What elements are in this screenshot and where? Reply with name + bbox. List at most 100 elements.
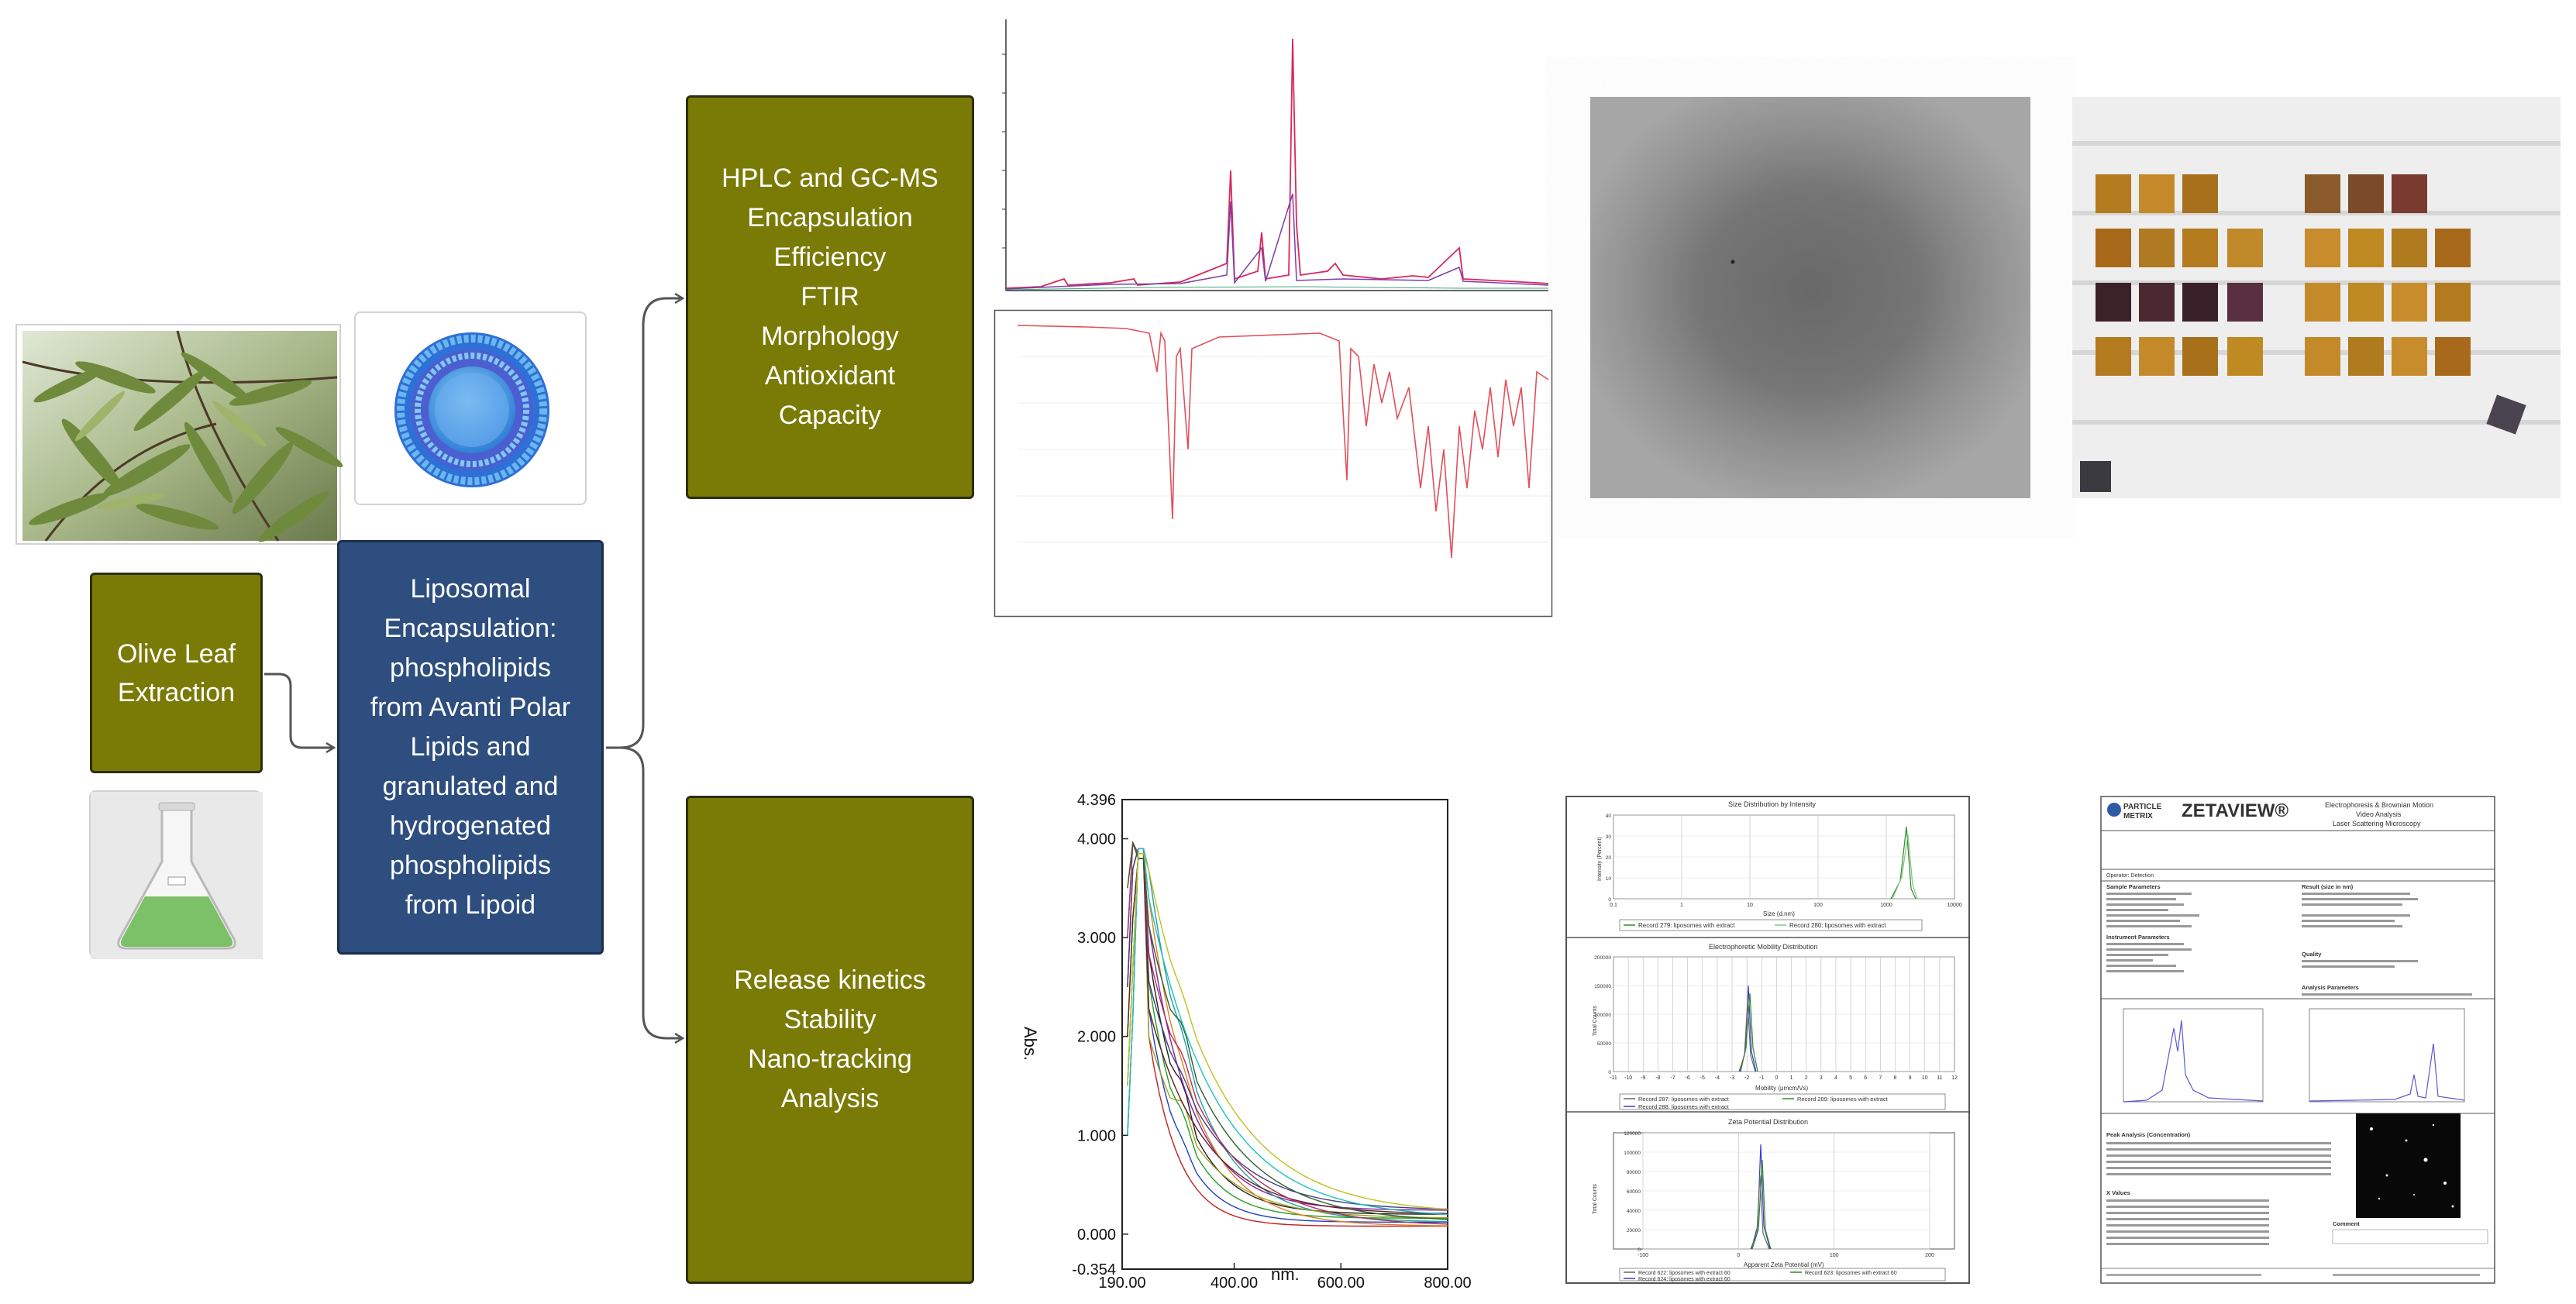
olive-leaf-photo: [15, 324, 343, 545]
uv-y-tick-2: 3.000: [1077, 930, 1116, 947]
size-x-tick-2: 10: [1747, 903, 1753, 908]
mobility-legend-1: Record 287: liposomes with extract: [1638, 1096, 1730, 1103]
extraction-text: Olive Leaf Extraction: [116, 638, 236, 707]
size-y-tick-2: 20: [1606, 855, 1612, 861]
size-x-tick-0: 0.1: [1610, 903, 1617, 908]
zeta-legend-2: Record 624: liposomes with extract 60: [1638, 1277, 1731, 1282]
mobility-x-tick-6: -5: [1700, 1075, 1705, 1081]
zeta-y-tick-6: 0: [1638, 1247, 1641, 1253]
mobility-x-tick-16: 5: [1849, 1075, 1852, 1081]
mobility-y-tick-0: 200000: [1594, 955, 1611, 961]
subtitle-3: Laser Scattering Microscopy: [2333, 820, 2421, 827]
release-text: Release kinetics Stability Nano-tracking…: [734, 965, 926, 1113]
uv-y-tick-0: 4.396: [1077, 792, 1116, 809]
mobility-x-tick-11: 0: [1775, 1075, 1778, 1081]
size-legend-2: Record 280: liposomes with extract: [1789, 922, 1886, 929]
particle-metrix-logo-icon: [2107, 803, 2121, 817]
zeta-x-tick-1: 0: [1737, 1253, 1740, 1258]
mobility-y-label: Total Counts: [1593, 1006, 1598, 1036]
size-y-tick-3: 10: [1606, 876, 1612, 882]
flask-photo: [89, 790, 263, 959]
zeta-legend-1: Record 622: liposomes with extract 60: [1638, 1271, 1731, 1276]
mobility-x-tick-15: 4: [1834, 1075, 1837, 1081]
zeta-x-tick-2: 100: [1830, 1253, 1839, 1258]
size-x-label: Size (d.nm): [1763, 910, 1795, 917]
size-y-label: Intensity (Percent): [1597, 837, 1603, 881]
uv-x-tick-3: 800.00: [1424, 1275, 1471, 1292]
zetaview-report: PARTICLE METRIX ZETAVIEW® Electrophoresi…: [2100, 796, 2495, 1284]
zeta-y-tick-3: 60000: [1627, 1189, 1641, 1195]
mobility-y-tick-4: 0: [1608, 1070, 1611, 1075]
mobility-x-tick-4: -7: [1670, 1075, 1675, 1081]
extraction-box: Olive Leaf Extraction: [90, 573, 263, 773]
mobility-x-tick-12: 1: [1790, 1075, 1793, 1081]
uv-y-tick-labels: 4.396 4.000 3.000 2.000 1.000 0.000 -0.354: [1072, 792, 1128, 1278]
uv-x-axis-label: nm.: [1271, 1264, 1300, 1284]
mobility-y-tick-2: 100000: [1594, 1013, 1611, 1018]
zeta-y-label: Total Counts: [1593, 1184, 1598, 1214]
mobility-x-tick-10: -1: [1759, 1075, 1764, 1081]
uv-y-tick-5: 0.000: [1077, 1227, 1116, 1244]
size-x-tick-4: 1000: [1880, 903, 1892, 908]
sample-params-heading: Sample Parameters: [2106, 883, 2161, 890]
zeta-x-tick-0: -100: [1638, 1253, 1648, 1258]
characterization-box: HPLC and GC-MS Encapsulation Efficiency …: [686, 95, 974, 499]
subtitle-1: Electrophoresis & Brownian Motion: [2325, 801, 2433, 809]
uv-x-tick-2: 600.00: [1317, 1275, 1365, 1292]
mobility-x-tick-0: -11: [1610, 1075, 1617, 1081]
brand-top: PARTICLE: [2123, 803, 2162, 811]
size-x-tick-5: 10000: [1947, 903, 1962, 908]
mobility-x-tick-7: -4: [1715, 1075, 1720, 1081]
mobility-legend-2: Record 288: liposomes with extract: [1638, 1103, 1730, 1110]
size-y-tick-4: 0: [1608, 897, 1611, 903]
zeta-chart-title: Zeta Potential Distribution: [1728, 1118, 1808, 1126]
mobility-x-tick-14: 3: [1820, 1075, 1823, 1081]
uv-y-tick-1: 4.000: [1077, 831, 1116, 848]
x-values-heading: X Values: [2106, 1189, 2130, 1196]
zeta-y-tick-5: 20000: [1627, 1228, 1641, 1233]
mobility-x-tick-3: -8: [1655, 1075, 1660, 1081]
instrument-params-heading: Instrument Parameters: [2106, 934, 2170, 941]
uv-spectra-curves: [1127, 840, 1448, 1227]
uv-y-tick-6: -0.354: [1072, 1261, 1116, 1278]
uv-y-axis-label: Abs.: [1021, 1027, 1040, 1061]
hplc-chromatogram: [1002, 19, 1549, 291]
mobility-x-tick-13: 2: [1805, 1075, 1808, 1081]
peak-analysis-heading: Peak Analysis (Concentration): [2106, 1131, 2191, 1138]
uv-x-tick-labels: 190.00 400.00 600.00 800.00: [1098, 1263, 1472, 1292]
zeta-x-tick-3: 200: [1925, 1253, 1934, 1258]
size-legend-1: Record 279: liposomes with extract: [1638, 922, 1735, 929]
zeta-y-tick-4: 40000: [1627, 1209, 1641, 1214]
analysis-params-heading: Analysis Parameters: [2302, 984, 2359, 991]
nta-particle-image: [2356, 1113, 2461, 1218]
mobility-x-tick-21: 10: [1922, 1075, 1928, 1081]
zeta-y-tick-0: 120000: [1624, 1131, 1641, 1137]
zeta-legend-3: Record 623: liposomes with extract 60: [1805, 1271, 1897, 1276]
quality-heading: Quality: [2302, 951, 2322, 958]
mobility-x-tick-19: 8: [1894, 1075, 1897, 1081]
result-size-heading: Result (size in nm): [2302, 883, 2354, 890]
liposome-illustration: [354, 311, 587, 505]
mobility-x-tick-1: -10: [1624, 1075, 1632, 1081]
tem-image: [1590, 97, 2030, 498]
dls-zetasizer-report: Size Distribution by Intensity 0.1 1 10 100…: [1565, 796, 1970, 1284]
uv-y-tick-4: 1.000: [1077, 1127, 1116, 1144]
operator-line: Operator: Detection: [2106, 873, 2154, 879]
mobility-x-tick-17: 6: [1864, 1075, 1867, 1081]
ftir-spectrum: [994, 309, 1553, 618]
uv-y-tick-3: 2.000: [1077, 1029, 1116, 1046]
mobility-y-tick-3: 50000: [1597, 1041, 1611, 1047]
comment-heading: Comment: [2333, 1220, 2360, 1227]
mobility-legend-3: Record 289: liposomes with extract: [1797, 1096, 1889, 1103]
product-name: ZETAVIEW®: [2182, 800, 2288, 821]
subtitle-2: Video Analysis: [2356, 810, 2402, 818]
mobility-x-tick-22: 11: [1937, 1075, 1942, 1081]
zeta-x-label: Apparent Zeta Potential (mV): [1744, 1261, 1824, 1268]
brand-bottom: METRIX: [2123, 812, 2153, 821]
size-x-tick-1: 1: [1680, 903, 1683, 908]
zeta-y-tick-2: 80000: [1627, 1170, 1641, 1175]
mobility-x-tick-8: -3: [1730, 1075, 1734, 1081]
size-y-tick-0: 40: [1606, 814, 1612, 819]
uv-vis-chart: 4.396 4.000 3.000 2.000 1.000 0.000 -0.354 190…: [1021, 792, 1472, 1292]
